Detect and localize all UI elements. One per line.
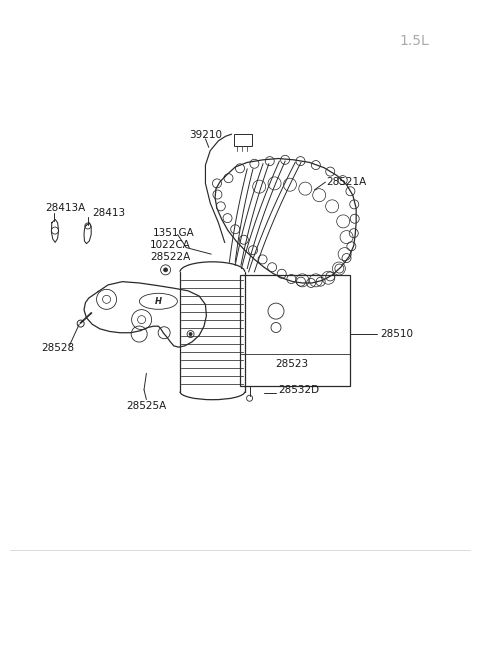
Text: 28521A: 28521A [326,177,367,187]
Circle shape [164,268,168,272]
Text: 28528: 28528 [41,343,74,354]
Text: 28413: 28413 [92,208,125,218]
Text: 1022CA: 1022CA [150,240,191,250]
Text: 28523: 28523 [275,358,309,369]
Text: 28525A: 28525A [126,401,167,411]
Text: 39210: 39210 [189,130,222,140]
Text: H: H [155,297,162,306]
Text: 28510: 28510 [380,329,413,339]
Text: 28413A: 28413A [46,203,86,214]
Text: 28532D: 28532D [278,385,320,396]
Text: 1.5L: 1.5L [400,34,430,48]
Text: 1351GA: 1351GA [153,228,194,238]
Text: 28522A: 28522A [150,252,191,262]
Bar [234,134,252,146]
Circle shape [189,333,192,335]
Bar [240,275,350,386]
